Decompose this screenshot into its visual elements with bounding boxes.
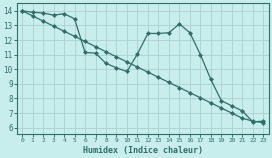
X-axis label: Humidex (Indice chaleur): Humidex (Indice chaleur) [83,146,203,155]
